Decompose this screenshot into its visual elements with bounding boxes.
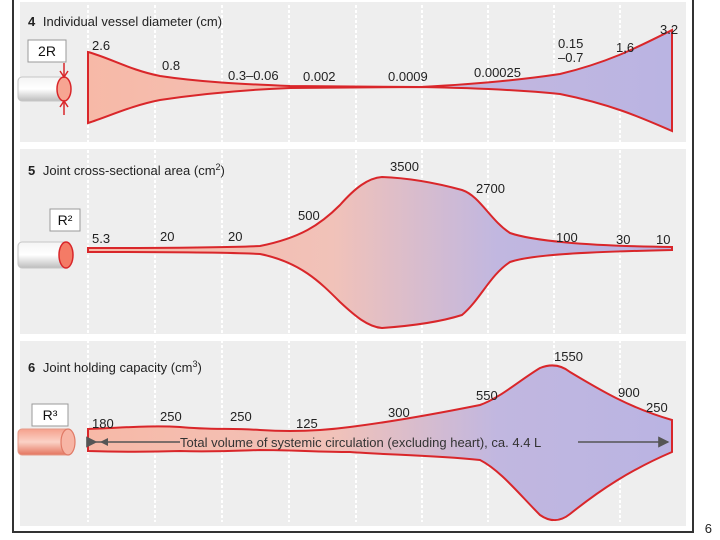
area-value: 10 bbox=[656, 232, 670, 247]
area-value: 2700 bbox=[476, 181, 505, 196]
symbol-box-capacity bbox=[31, 403, 69, 427]
area-value: 500 bbox=[298, 208, 320, 223]
diameter-value: 0.8 bbox=[162, 58, 180, 73]
capacity-profile bbox=[87, 364, 673, 522]
diameter-value: 0.0009 bbox=[388, 69, 428, 84]
symbol-area: R² bbox=[58, 212, 73, 228]
cross-section-profile bbox=[87, 175, 673, 330]
capacity-value: 900 bbox=[618, 385, 640, 400]
diameter-value: 0.15 bbox=[558, 36, 583, 51]
diameter-value: 3.2 bbox=[660, 22, 678, 37]
panel-6-title: 6 Joint holding capacity (cm3) bbox=[28, 359, 202, 375]
symbol-diameter: 2R bbox=[38, 43, 56, 59]
panel-5-title: 5 Joint cross-sectional area (cm2) bbox=[28, 162, 225, 178]
diameter-value: –0.7 bbox=[558, 50, 583, 65]
total-volume-note: Total volume of systemic circulation (ex… bbox=[180, 435, 541, 450]
capacity-value: 250 bbox=[230, 409, 252, 424]
cylinder-capacity bbox=[17, 428, 76, 456]
area-value: 20 bbox=[228, 229, 242, 244]
capacity-value: 550 bbox=[476, 388, 498, 403]
area-value: 20 bbox=[160, 229, 174, 244]
area-value: 5.3 bbox=[92, 231, 110, 246]
diameter-value: 2.6 bbox=[92, 38, 110, 53]
panel-4-title: 4 Individual vessel diameter (cm) bbox=[28, 14, 222, 29]
diameter-value: 0.3–0.06 bbox=[228, 68, 279, 83]
capacity-value: 125 bbox=[296, 416, 318, 431]
capacity-value: 1550 bbox=[554, 349, 583, 364]
symbol-box-area bbox=[49, 208, 81, 232]
diameter-profile bbox=[87, 28, 673, 133]
cylinder-diameter bbox=[17, 63, 72, 115]
area-value: 3500 bbox=[390, 159, 419, 174]
capacity-value: 180 bbox=[92, 416, 114, 431]
capacity-value: 250 bbox=[646, 400, 668, 415]
area-value: 30 bbox=[616, 232, 630, 247]
area-value: 100 bbox=[556, 230, 578, 245]
symbol-capacity: R³ bbox=[43, 407, 58, 423]
diameter-value: 1,6 bbox=[616, 40, 634, 55]
cylinder-area bbox=[17, 241, 74, 269]
slide-number: 6 bbox=[704, 521, 712, 536]
diameter-value: 0.002 bbox=[303, 69, 336, 84]
diameter-value: 0.00025 bbox=[474, 65, 521, 80]
figure-frame bbox=[12, 0, 694, 533]
capacity-value: 300 bbox=[388, 405, 410, 420]
volume-arrow-head-left bbox=[100, 438, 108, 446]
symbol-box-diameter bbox=[27, 39, 67, 63]
capacity-value: 250 bbox=[160, 409, 182, 424]
